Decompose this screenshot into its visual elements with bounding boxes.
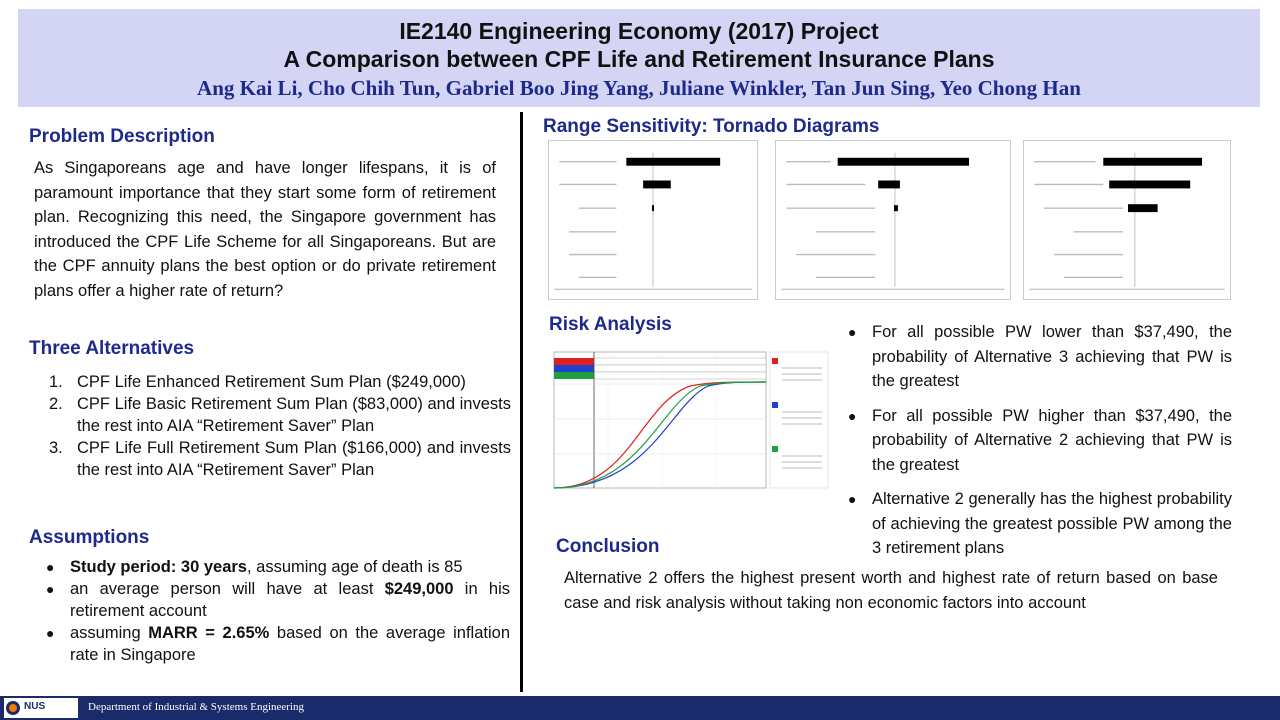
bullet-icon: ● — [46, 625, 55, 641]
assumptions-list: ● Study period: 30 years, assuming age of… — [40, 556, 510, 666]
poster-header: IE2140 Engineering Economy (2017) Projec… — [18, 9, 1260, 107]
alternatives-title: Three Alternatives — [29, 338, 195, 359]
bullet-icon: ● — [848, 407, 857, 424]
bullet-icon: ● — [848, 324, 857, 340]
department-name: Department of Industrial & Systems Engin… — [88, 701, 304, 713]
assumption-bold: Study period: 30 years — [70, 558, 247, 576]
tornado-graphic-1 — [549, 141, 757, 299]
bullet-icon: ● — [46, 581, 55, 597]
poster-authors: Ang Kai Li, Cho Chih Tun, Gabriel Boo Ji… — [197, 76, 1081, 100]
problem-description-text: As Singaporeans age and have longer life… — [34, 159, 496, 300]
nus-logo: NUS — [4, 698, 78, 718]
risk-bullet-text: Alternative 2 generally has the highest … — [872, 490, 1232, 557]
alternative-text: CPF Life Full Retirement Sum Plan ($166,… — [77, 439, 511, 479]
alternative-number: 2. — [49, 395, 63, 413]
alternatives-list: 1. CPF Life Enhanced Retirement Sum Plan … — [49, 371, 511, 481]
alternative-item: 2. CPF Life Basic Retirement Sum Plan ($8… — [49, 393, 511, 437]
assumption-item: ● Study period: 30 years, assuming age of… — [40, 556, 510, 578]
column-divider — [520, 112, 523, 692]
bullet-icon: ● — [46, 559, 55, 575]
risk-bullet-text: For all possible PW lower than $37,490, … — [872, 323, 1232, 390]
poster-title-line1: IE2140 Engineering Economy (2017) Projec… — [399, 18, 879, 44]
risk-cumulative-graphic — [540, 344, 832, 510]
risk-analysis-chart — [540, 344, 832, 510]
assumption-text: assuming — [70, 624, 149, 642]
tornado-title: Range Sensitivity: Tornado Diagrams — [543, 116, 880, 137]
risk-bullet-item: ● For all possible PW higher than $37,490… — [848, 404, 1232, 478]
risk-bullet-item: ● Alternative 2 generally has the highest… — [848, 487, 1232, 561]
risk-analysis-title: Risk Analysis — [549, 314, 672, 335]
alternative-text: CPF Life Basic Retirement Sum Plan ($83,… — [77, 395, 511, 435]
assumption-item: ● an average person will have at least $2… — [40, 578, 510, 622]
tornado-diagram-3 — [1023, 140, 1231, 300]
problem-description-title: Problem Description — [29, 126, 215, 147]
poster-title-line2: A Comparison between CPF Life and Retire… — [283, 46, 995, 72]
alternative-number: 1. — [49, 373, 63, 391]
conclusion-title: Conclusion — [556, 536, 660, 557]
tornado-graphic-2 — [776, 141, 1010, 299]
tornado-diagram-2 — [775, 140, 1011, 300]
assumption-bold: $249,000 — [384, 580, 454, 598]
nus-logo-text: NUS — [24, 701, 45, 712]
risk-bullet-text: For all possible PW higher than $37,490,… — [872, 406, 1232, 474]
alternative-item: 1. CPF Life Enhanced Retirement Sum Plan … — [49, 371, 511, 393]
assumption-bold: MARR = 2.65% — [148, 624, 270, 642]
assumption-item: ● assuming MARR = 2.65% based on the aver… — [40, 622, 510, 666]
conclusion-text: Alternative 2 offers the highest present… — [564, 569, 1218, 612]
risk-bullet-item: ● For all possible PW lower than $37,490,… — [848, 320, 1232, 394]
poster-footer: NUS Department of Industrial & Systems E… — [0, 696, 1280, 720]
alternative-item: 3. CPF Life Full Retirement Sum Plan ($16… — [49, 437, 511, 481]
assumption-text: in his retirement account — [70, 580, 511, 620]
bullet-icon: ● — [848, 491, 857, 507]
tornado-diagram-1 — [548, 140, 758, 300]
assumptions-title: Assumptions — [29, 527, 150, 548]
assumption-text: , assuming age of death is 85 — [246, 558, 463, 576]
assumption-text: an average person will have at least — [70, 580, 385, 598]
alternative-text: CPF Life Enhanced Retirement Sum Plan ($… — [77, 373, 466, 391]
risk-analysis-bullets: ● For all possible PW lower than $37,490,… — [848, 320, 1232, 571]
alternative-number: 3. — [49, 439, 63, 457]
tornado-graphic-3 — [1024, 141, 1230, 299]
assumption-text: based on the average inflation rate in S… — [70, 624, 510, 664]
